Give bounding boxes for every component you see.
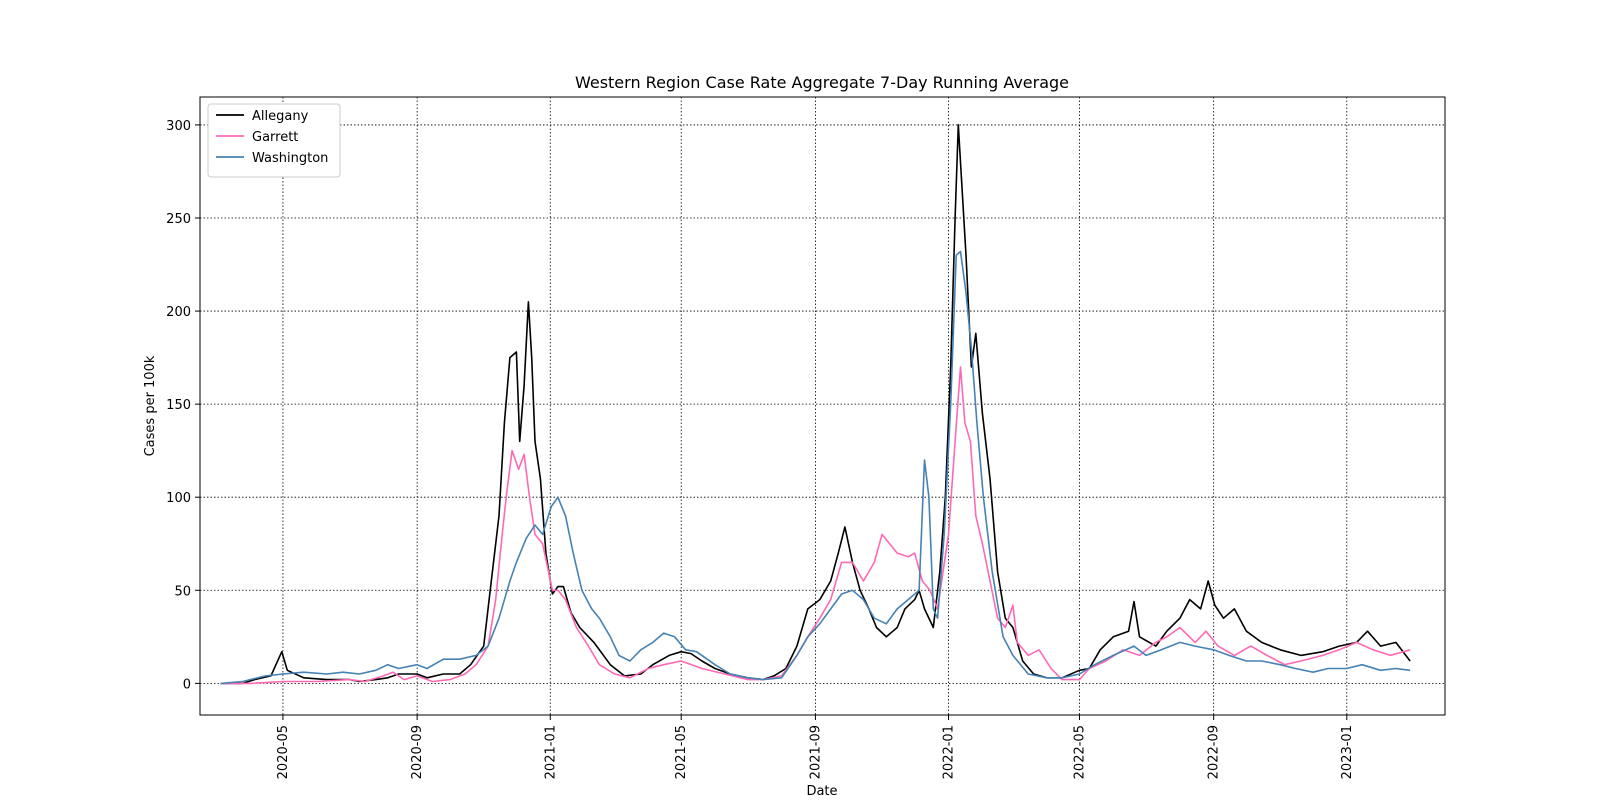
x-tick-label: 2021-01 [543, 725, 558, 779]
series-line-allegany [220, 124, 1411, 685]
legend-label-allegany: Allegany [252, 109, 309, 124]
legend-box [207, 103, 341, 178]
legend: Allegany Garrett Washington [207, 103, 341, 178]
x-tick-label: 2021-09 [808, 725, 823, 779]
x-tick-label: 2021-05 [674, 725, 689, 779]
x-tick-label: 2023-01 [1340, 725, 1355, 779]
y-axis: 0 50 100 150 200 250 300 [166, 119, 200, 692]
y-tick-label: 200 [166, 305, 191, 320]
y-tick-label: 50 [174, 584, 191, 599]
legend-label-garrett: Garrett [252, 130, 298, 145]
x-tick-label: 2020-09 [410, 725, 425, 779]
x-tick-label: 2020-05 [276, 725, 291, 779]
chart-title: Western Region Case Rate Aggregate 7-Day… [575, 73, 1069, 92]
x-tick-label: 2022-09 [1207, 725, 1222, 779]
grid [200, 97, 1445, 715]
series-layer [220, 124, 1411, 685]
plot-frame [199, 96, 1446, 716]
y-tick-label: 150 [166, 398, 191, 413]
series-line-washington [220, 250, 1411, 685]
legend-label-washington: Washington [252, 151, 328, 166]
x-axis-label: Date [806, 784, 837, 799]
x-tick-label: 2022-01 [942, 725, 957, 779]
x-tick-label: 2022-05 [1072, 725, 1087, 779]
y-axis-label: Cases per 100k [143, 355, 158, 456]
y-tick-label: 0 [183, 677, 191, 692]
x-axis: 2020-05 2020-09 2021-01 2021-05 2021-09 2022-… [276, 715, 1355, 779]
series-line-garrett [220, 366, 1411, 685]
y-tick-label: 100 [166, 491, 191, 506]
y-tick-label: 300 [166, 119, 191, 134]
y-tick-label: 250 [166, 212, 191, 227]
